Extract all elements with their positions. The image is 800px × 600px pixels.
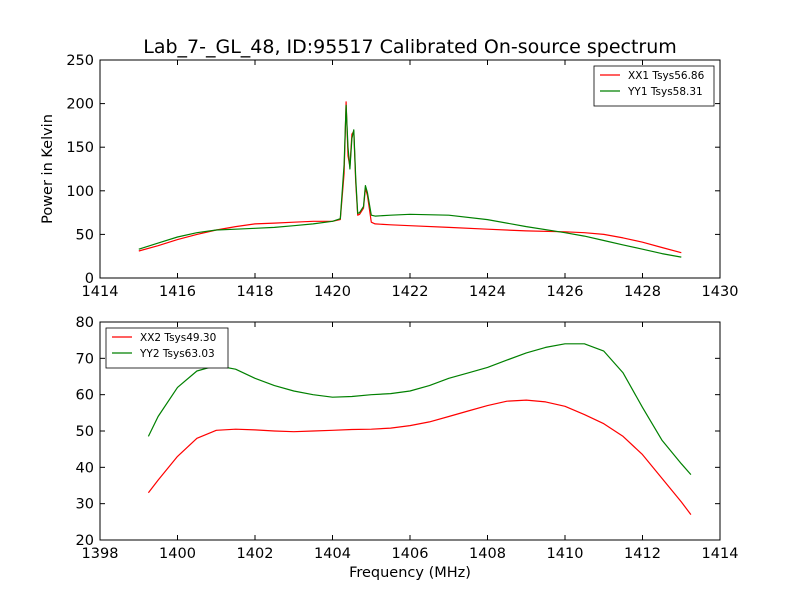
series-line-2 (147, 343, 692, 475)
legend-label: XX1 Tsys56.86 (628, 70, 705, 82)
legend-box (105, 327, 229, 369)
y-tick-label: 30 (76, 497, 94, 513)
x-tick-label: 1398 (82, 546, 119, 562)
y-tick-label: 200 (66, 97, 94, 113)
y-tick-label: 150 (66, 140, 94, 156)
x-tick-label: 1414 (702, 546, 739, 562)
y-tick-label: 70 (76, 351, 94, 367)
x-tick-label: 1406 (392, 546, 429, 562)
x-tick-label: 1422 (392, 284, 429, 300)
legend-label: YY1 Tsys58.31 (627, 86, 703, 98)
series-group (138, 101, 682, 258)
legend: XX2 Tsys49.30 YY2 Tsys63.03 (105, 327, 229, 369)
y-tick-label: 0 (85, 271, 94, 287)
x-tick-label: 1400 (159, 546, 196, 562)
y-tick-label: 80 (76, 315, 94, 331)
x-tick-label: 1428 (624, 284, 661, 300)
y-tick-label: 250 (66, 53, 94, 69)
x-tick-label: 1402 (237, 546, 274, 562)
y-tick-label: 60 (76, 388, 94, 404)
y-tick-label: 50 (76, 227, 94, 243)
x-tick-label: 1420 (314, 284, 351, 300)
x-tick-label: 1418 (237, 284, 274, 300)
x-tick-label: 1410 (547, 546, 584, 562)
x-tick-label: 1424 (469, 284, 506, 300)
y-tick-label: 20 (76, 533, 94, 549)
y-tick-label: 40 (76, 460, 94, 476)
x-tick-label: 1426 (547, 284, 584, 300)
chart-panel-1: 1414 1416 1418 1420 1422 1424 1426 1428 1430 0 50 1… (40, 36, 738, 300)
y-axis-label: Power in Kelvin (40, 114, 56, 224)
chart-title: Lab_7-_GL_48, ID:95517 Calibrated On-sou… (143, 36, 677, 58)
x-tick-label: 1430 (702, 284, 739, 300)
y-tick-label: 50 (76, 424, 94, 440)
series-line-1 (147, 399, 692, 515)
chart-panel-2: 1398 1400 1402 1404 1406 1408 1410 1412 1414 20 30… (76, 315, 739, 581)
x-tick-label: 1416 (159, 284, 196, 300)
series-line-2 (138, 104, 682, 258)
series-group (147, 343, 692, 515)
legend-box (593, 65, 715, 107)
y-tick-label: 100 (66, 184, 94, 200)
legend-label: YY2 Tsys63.03 (139, 348, 215, 360)
x-tick-label: 1408 (469, 546, 506, 562)
x-axis-label: Frequency (MHz) (349, 565, 471, 581)
legend: XX1 Tsys56.86 YY1 Tsys58.31 (593, 65, 715, 107)
x-tick-label: 1404 (314, 546, 351, 562)
x-tick-label: 1412 (624, 546, 661, 562)
x-tick-label: 1414 (82, 284, 119, 300)
legend-label: XX2 Tsys49.30 (140, 332, 216, 344)
